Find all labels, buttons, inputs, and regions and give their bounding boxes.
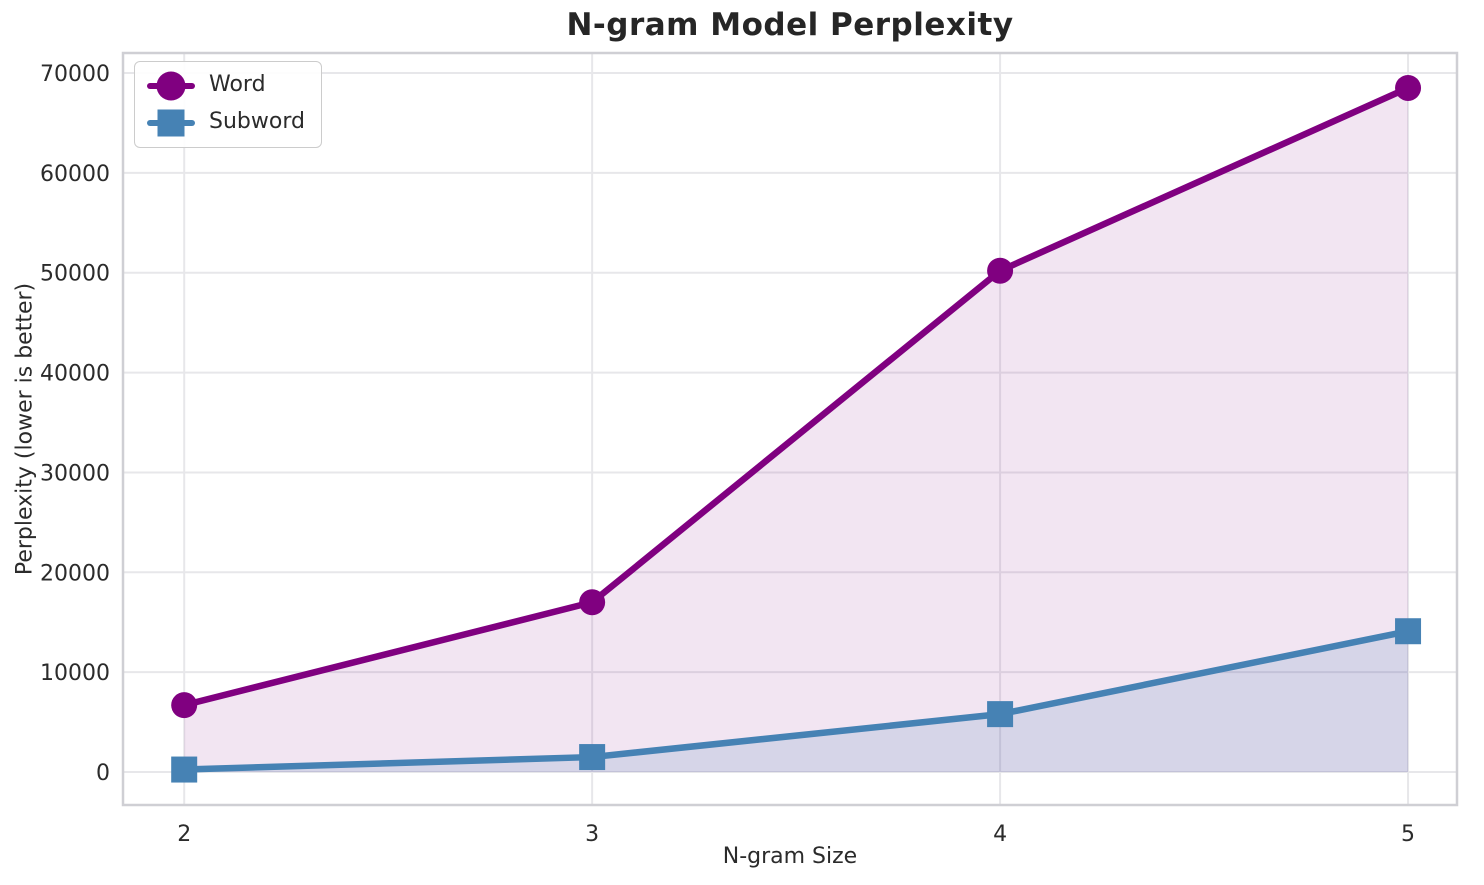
data-point-subword	[171, 756, 198, 783]
line-subword	[180, 627, 1412, 773]
x-tick-label: 4	[993, 822, 1007, 847]
line-word	[180, 84, 1412, 709]
data-point-subword	[987, 701, 1014, 728]
y-tick-label: 10000	[40, 661, 110, 686]
word-line-marker-icon	[147, 71, 195, 101]
x-axis-label: N-gram Size	[722, 844, 858, 869]
chart-title: N-gram Model Perplexity	[566, 7, 1014, 43]
y-tick-label: 40000	[40, 362, 110, 387]
data-point-subword	[579, 744, 606, 771]
x-tick-label: 2	[177, 822, 191, 847]
data-point-subword	[1395, 618, 1422, 645]
x-tick-label: 5	[1401, 822, 1415, 847]
legend-item-word: Word	[147, 71, 305, 101]
data-point-word	[171, 692, 198, 719]
x-tick-label: 3	[585, 822, 599, 847]
legend-label-word: Word	[209, 72, 266, 97]
data-point-word	[1395, 74, 1422, 101]
y-axis-label: Perplexity (lower is better)	[12, 282, 38, 576]
area-fill-subword	[184, 631, 1409, 773]
y-tick-label: 70000	[40, 62, 110, 87]
y-tick-label: 30000	[40, 461, 110, 486]
y-tick-label: 20000	[40, 561, 110, 586]
data-point-word	[987, 257, 1014, 284]
data-point-word	[579, 589, 606, 616]
y-tick-label: 0	[96, 761, 110, 786]
area-fill-word	[184, 87, 1409, 773]
y-tick-label: 60000	[40, 162, 110, 187]
y-tick-label: 50000	[40, 262, 110, 287]
legend-item-subword: Subword	[147, 108, 305, 138]
legend-label-subword: Subword	[209, 109, 305, 134]
legend: Word Subword	[134, 61, 322, 148]
plot-border	[121, 51, 1459, 807]
subword-line-marker-icon	[147, 108, 195, 138]
